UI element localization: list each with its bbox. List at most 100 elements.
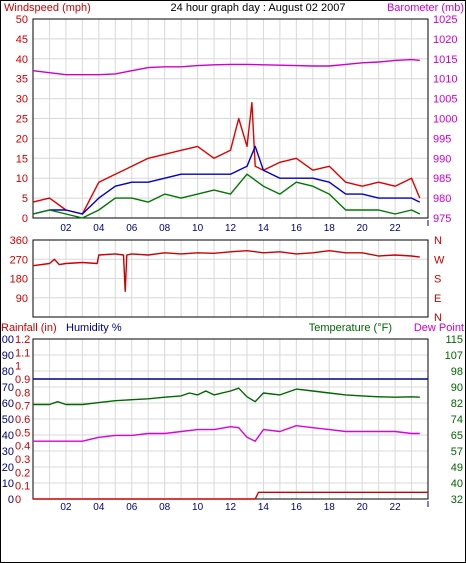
y-tick-label-windspeed: 35	[16, 74, 28, 86]
y-tick-label-barometer: 1020	[433, 34, 457, 46]
y-tick-label-barometer: 975	[433, 213, 451, 225]
y-tick-label-humidity: 20	[2, 462, 14, 474]
y-tick-label-rainfall: 0.7	[15, 401, 30, 413]
y-tick-label-windspeed: 50	[16, 14, 28, 26]
x-tick-label: 10	[192, 502, 204, 513]
compass-label: N	[434, 235, 442, 247]
x-tick-label: 04	[93, 223, 105, 234]
x-tick-label: 20	[357, 223, 369, 234]
series-gust	[32, 101, 421, 215]
y-tick-label-barometer: 1005	[433, 94, 457, 106]
y-tick-label-temperature: 115	[445, 334, 463, 346]
y-tick-label-humidity: 90	[2, 350, 14, 362]
y-tick-label-rainfall: 0.1	[15, 481, 30, 493]
y-tick-label-barometer: 1000	[433, 114, 457, 126]
y-tick-label-humidity: 100	[0, 334, 14, 346]
y-tick-label-direction: 90	[16, 293, 28, 305]
y-tick-label-barometer: 1015	[433, 54, 457, 66]
y-tick-label-rainfall: 1.2	[15, 334, 30, 346]
y-tick-label-windspeed: 10	[16, 173, 28, 185]
x-tick-label: 06	[126, 223, 138, 234]
y-tick-label-humidity: 0	[8, 494, 14, 506]
y-tick-label-windspeed: 40	[16, 54, 28, 66]
y-tick-label-barometer: 1010	[433, 74, 457, 86]
y-tick-label-humidity: 60	[2, 398, 14, 410]
x-tick-label: 10	[192, 223, 204, 234]
compass-label: N	[434, 312, 442, 324]
x-tick-label: 08	[159, 223, 171, 234]
y-tick-label-windspeed: 25	[16, 114, 28, 126]
y-tick-label-windspeed: 0	[22, 213, 28, 225]
y-tick-label-temperature: 40	[451, 478, 463, 490]
x-tick-label: 02	[60, 502, 72, 513]
y-tick-label-temperature: 49	[451, 462, 463, 474]
wind-barometer-panel: 02 04 06 08 10 12 14 16 18 20 22051015202530354045…	[16, 14, 458, 234]
y-tick-label-temperature: 65	[451, 430, 463, 442]
y-tick-label-barometer: 990	[433, 153, 451, 165]
y-tick-label-rainfall: 1	[15, 361, 21, 373]
y-tick-label-barometer: 1025	[433, 14, 457, 26]
y-tick-label-temperature: 57	[451, 446, 463, 458]
series-dewpoint	[33, 425, 420, 442]
y-tick-label-direction: 270	[10, 254, 28, 266]
y-tick-label-barometer: 980	[433, 193, 451, 205]
series-average	[32, 145, 421, 215]
y-tick-label-humidity: 40	[2, 430, 14, 442]
y-tick-label-windspeed: 20	[16, 133, 28, 145]
plot-border	[32, 18, 429, 219]
compass-label: E	[434, 293, 441, 305]
y-tick-label-windspeed: 45	[16, 34, 28, 46]
y-tick-label-humidity: 30	[2, 446, 14, 458]
y-tick-label-windspeed: 30	[16, 94, 28, 106]
y-tick-label-temperature: 74	[451, 414, 463, 426]
x-tick-label: 22	[390, 502, 402, 513]
x-tick-label: 12	[225, 502, 237, 513]
y-tick-label-barometer: 995	[433, 133, 451, 145]
y-tick-label-windspeed: 5	[22, 193, 28, 205]
series-temperature	[33, 387, 420, 406]
x-tick-label: 16	[291, 502, 303, 513]
chart-title: 24 hour graph day : August 02 2007	[171, 2, 346, 14]
y-tick-label-temperature: 90	[451, 382, 463, 394]
temperature-humidity-panel: 02 04 06 08 10 12 14 16 18 20 22010203040506070809…	[0, 334, 463, 513]
x-tick-label: 14	[258, 502, 270, 513]
y-tick-label-temperature: 107	[445, 350, 463, 362]
x-tick-label: 20	[357, 502, 369, 513]
windspeed-label: Windspeed (mph)	[4, 2, 91, 14]
y-tick-label-rainfall: 0	[15, 494, 21, 506]
x-tick-label: 18	[324, 223, 336, 234]
y-tick-label-humidity: 70	[2, 382, 14, 394]
y-tick-label-rainfall: 0.9	[15, 374, 30, 386]
y-tick-label-humidity: 50	[2, 414, 14, 426]
y-tick-label-rainfall: 0.5	[15, 427, 30, 439]
x-tick-label: 14	[258, 223, 270, 234]
series-barometer	[32, 58, 420, 76]
y-tick-label-rainfall: 0.8	[15, 387, 30, 399]
x-tick-label: 22	[390, 223, 402, 234]
y-tick-label-rainfall: 1.1	[15, 347, 30, 359]
x-tick-label: 06	[126, 502, 138, 513]
x-tick-label: 18	[324, 502, 336, 513]
temperature-label: Temperature (°F)	[309, 322, 392, 334]
compass-label: W	[434, 254, 445, 266]
y-tick-label-rainfall: 0.4	[15, 441, 30, 453]
plot-border	[32, 239, 429, 318]
y-tick-label-temperature: 98	[451, 366, 463, 378]
series-wind	[32, 173, 421, 219]
y-tick-label-direction: 180	[10, 274, 28, 286]
barometer-label: Barometer (mb)	[387, 2, 464, 14]
compass-label: S	[434, 274, 441, 286]
y-tick-label-direction: 360	[10, 235, 28, 247]
y-tick-label-windspeed: 15	[16, 153, 28, 165]
dewpoint-label: Dew Point	[414, 322, 464, 334]
y-tick-label-rainfall: 0.3	[15, 454, 30, 466]
y-tick-label-humidity: 10	[2, 478, 14, 490]
y-tick-label-barometer: 985	[433, 173, 451, 185]
x-tick-label: 16	[291, 223, 303, 234]
rainfall-label: Rainfall (in)	[1, 322, 57, 334]
y-tick-label-humidity: 80	[2, 366, 14, 378]
y-tick-label-rainfall: 0.2	[15, 467, 30, 479]
x-tick-label: 08	[159, 502, 171, 513]
